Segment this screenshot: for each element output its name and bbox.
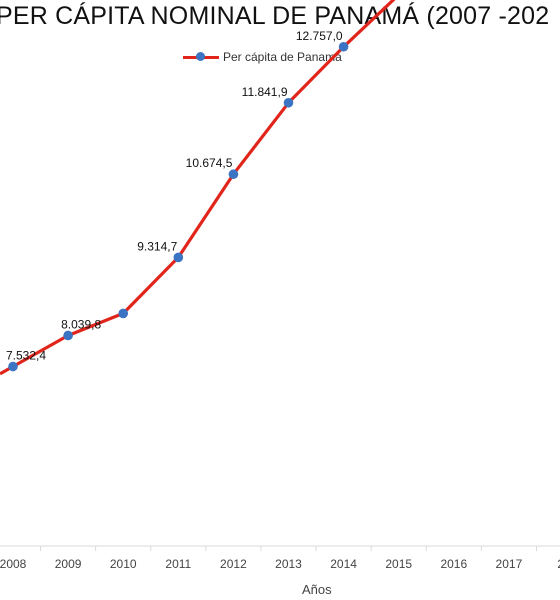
- x-tick-label: 2017: [496, 557, 523, 571]
- data-label: 12.757,0: [296, 29, 343, 43]
- x-tick-label: 2015: [385, 557, 412, 571]
- x-tick-label: 2008: [0, 557, 27, 571]
- x-tick-label: 2009: [55, 557, 82, 571]
- legend: Per cápita de Panamá: [183, 50, 342, 64]
- legend-label: Per cápita de Panamá: [223, 50, 342, 64]
- legend-swatch: [183, 51, 219, 63]
- data-point: [8, 361, 18, 372]
- x-tick-label: 20: [557, 557, 560, 571]
- x-axis-title: Años: [302, 582, 332, 597]
- x-tick-label: 2010: [110, 557, 137, 571]
- data-point: [283, 97, 294, 108]
- data-point: [173, 252, 184, 263]
- data-label: 9.314,7: [137, 239, 177, 253]
- data-label: 7.532,4: [6, 349, 46, 363]
- x-tick-label: 2013: [275, 557, 302, 571]
- data-label: 8.039,8: [61, 317, 101, 331]
- data-point: [338, 41, 349, 52]
- x-tick-label: 2016: [440, 557, 467, 571]
- x-tick-label: 2014: [330, 557, 357, 571]
- x-tick-label: 2011: [165, 557, 191, 571]
- data-point: [228, 169, 239, 180]
- data-point: [118, 308, 128, 319]
- data-point: [63, 330, 73, 341]
- data-label: 10.674,5: [186, 156, 233, 170]
- data-label: 11.841,9: [242, 85, 288, 99]
- x-tick-label: 2012: [220, 557, 247, 571]
- chart-title: PER CÁPITA NOMINAL DE PANAMÁ (2007 -202: [0, 2, 550, 30]
